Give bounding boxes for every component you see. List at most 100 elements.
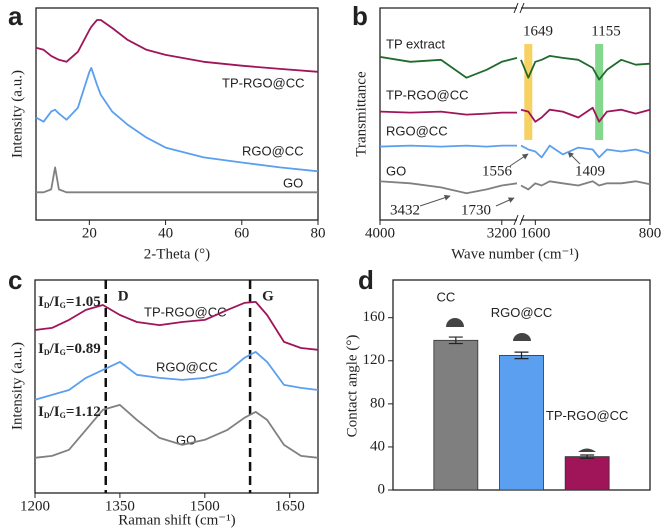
y-tick-label: 160 bbox=[363, 309, 386, 325]
ratio-part: I bbox=[38, 341, 44, 357]
x-tick-label: 80 bbox=[311, 225, 326, 241]
ratio-label: ID/IG=1.12 bbox=[38, 404, 101, 420]
x-tick-label: 1200 bbox=[20, 498, 50, 514]
ratio-value: 0.89 bbox=[74, 341, 100, 357]
y-axis-title: Intensity (a.u.) bbox=[9, 342, 25, 430]
highlight-band bbox=[524, 44, 533, 140]
droplet bbox=[578, 448, 596, 452]
y-axis-title: Transmittance bbox=[353, 71, 369, 157]
peak-label: G bbox=[262, 288, 274, 304]
droplet bbox=[446, 318, 464, 327]
error-bar bbox=[514, 351, 529, 360]
series-line bbox=[34, 404, 319, 459]
axis-frame bbox=[35, 7, 319, 221]
ratio-part: D bbox=[44, 411, 50, 420]
ratio-part: G bbox=[60, 301, 66, 310]
category-label: CC bbox=[436, 290, 455, 305]
ratio-label: ID/IG=0.89 bbox=[38, 341, 101, 357]
highlight-band bbox=[595, 44, 604, 140]
x-tick-label: 60 bbox=[234, 225, 249, 241]
x-tick-label: 1600 bbox=[520, 225, 550, 241]
peak-label: D bbox=[118, 288, 129, 304]
panel-letter: d bbox=[358, 265, 374, 295]
series-label: RGO@CC bbox=[242, 143, 304, 158]
annotation: 1409 bbox=[575, 163, 605, 179]
arrow bbox=[567, 151, 581, 165]
axis-frame bbox=[379, 7, 651, 221]
series-label: GO bbox=[283, 175, 303, 190]
x-tick-label: 1650 bbox=[275, 498, 305, 514]
bar bbox=[433, 339, 479, 491]
axis-break bbox=[519, 214, 525, 226]
series-line bbox=[379, 144, 651, 159]
series-label: TP-RGO@CC bbox=[144, 304, 227, 319]
series-label: GO bbox=[176, 432, 196, 447]
axis-break bbox=[513, 214, 519, 226]
ratio-part: = bbox=[66, 294, 75, 310]
series-line bbox=[379, 106, 651, 123]
y-axis-title: Intensity (a.u.) bbox=[9, 70, 25, 158]
annotation: 1730 bbox=[461, 202, 491, 218]
x-axis-title: 2-Theta (°) bbox=[144, 246, 210, 262]
category-label: TP-RGO@CC bbox=[546, 408, 629, 423]
series-line bbox=[379, 180, 651, 195]
axis-break bbox=[519, 2, 525, 14]
series-line bbox=[34, 351, 319, 401]
category-label: RGO@CC bbox=[491, 305, 553, 320]
annotation: 1649 bbox=[523, 23, 553, 39]
error-bar bbox=[580, 454, 595, 459]
ratio-part: D bbox=[44, 301, 50, 310]
annotation: 1556 bbox=[482, 163, 513, 179]
series-label: TP extract bbox=[386, 36, 445, 51]
arrow bbox=[419, 194, 451, 207]
ratio-part: = bbox=[66, 404, 75, 420]
series-line bbox=[35, 67, 319, 173]
series-line bbox=[35, 19, 319, 73]
ratio-part: /I bbox=[49, 341, 60, 357]
y-axis-title: Contact angle (°) bbox=[344, 335, 360, 438]
bar bbox=[564, 456, 610, 491]
ratio-part: /I bbox=[49, 294, 60, 310]
axis-frame bbox=[34, 279, 319, 494]
error-bar bbox=[448, 336, 463, 345]
x-tick-label: 1500 bbox=[190, 498, 220, 514]
panel-letter: c bbox=[8, 265, 22, 295]
panel-letter: a bbox=[8, 1, 23, 31]
ratio-value: 1.05 bbox=[74, 294, 100, 310]
series-line bbox=[379, 55, 651, 81]
y-tick-label: 40 bbox=[370, 438, 385, 454]
annotation: 1155 bbox=[591, 23, 620, 39]
y-tick-label: 120 bbox=[363, 352, 386, 368]
x-tick-label: 40 bbox=[158, 225, 173, 241]
series-label: GO bbox=[386, 163, 406, 178]
series-label: TP-RGO@CC bbox=[222, 75, 305, 90]
ratio-part: G bbox=[60, 411, 66, 420]
ratio-part: I bbox=[38, 294, 44, 310]
annotation: 3432 bbox=[390, 202, 420, 218]
ratio-value: 1.12 bbox=[74, 404, 100, 420]
x-axis-title: Raman shift (cm⁻¹) bbox=[118, 512, 235, 528]
y-tick-label: 80 bbox=[370, 395, 385, 411]
droplet bbox=[513, 333, 531, 341]
series-label: TP-RGO@CC bbox=[386, 87, 469, 102]
arrow bbox=[495, 197, 515, 207]
ratio-part: I bbox=[38, 404, 44, 420]
axis-break bbox=[513, 2, 519, 14]
series-label: RGO@CC bbox=[156, 359, 218, 374]
series-line bbox=[36, 166, 318, 194]
series-label: RGO@CC bbox=[386, 123, 448, 138]
ratio-part: /I bbox=[49, 404, 60, 420]
x-tick-label: 800 bbox=[639, 225, 661, 241]
panel-letter: b bbox=[352, 1, 368, 31]
ratio-part: = bbox=[66, 341, 75, 357]
ratio-part: D bbox=[44, 348, 50, 357]
y-tick-label: 0 bbox=[378, 481, 386, 497]
arrow bbox=[509, 153, 529, 167]
x-tick-label: 1350 bbox=[105, 498, 135, 514]
ratio-label: ID/IG=1.05 bbox=[38, 294, 101, 310]
bar bbox=[499, 354, 544, 491]
x-tick-label: 20 bbox=[82, 225, 97, 241]
ratio-part: G bbox=[60, 348, 66, 357]
series-line bbox=[34, 301, 319, 351]
